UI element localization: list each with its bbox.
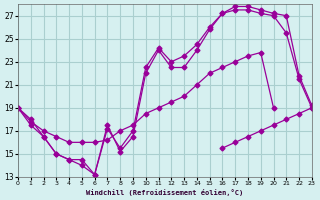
X-axis label: Windchill (Refroidissement éolien,°C): Windchill (Refroidissement éolien,°C)	[86, 189, 244, 196]
